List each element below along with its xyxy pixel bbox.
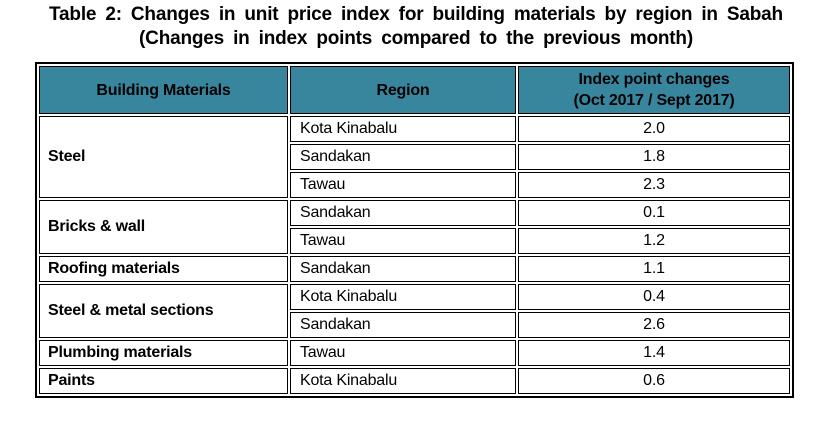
material-cell: Roofing materials [39, 256, 288, 282]
table-row: Plumbing materials Tawau 1.4 [39, 340, 790, 366]
region-cell: Sandakan [290, 144, 516, 170]
material-cell: Plumbing materials [39, 340, 288, 366]
table-title-line1: Table 2: Changes in unit price index for… [49, 4, 783, 25]
materials-price-index-table: Building Materials Region Index point ch… [35, 62, 794, 398]
table-row: Paints Kota Kinabalu 0.6 [39, 368, 790, 394]
table-title-line2: (Changes in index points compared to the… [139, 28, 693, 49]
table-row: Sandakan 2.6 [39, 312, 790, 338]
index-value-cell: 1.1 [518, 256, 790, 282]
table-row: Steel Kota Kinabalu 2.0 [39, 116, 790, 198]
index-value-cell: 2.6 [518, 312, 790, 338]
region-cell: Sandakan [290, 256, 516, 282]
region-cell: Sandakan [290, 200, 516, 226]
material-cell: Paints [39, 368, 288, 394]
index-value-cell: 0.4 [518, 284, 790, 310]
region-cell: Kota Kinabalu [290, 116, 516, 142]
table-row: Bricks & wall Sandakan 0.1 [39, 200, 790, 254]
index-value-cell: 0.6 [518, 368, 790, 394]
table-title: Table 2: Changes in unit price index for… [0, 0, 832, 51]
table-row: Roofing materials Sandakan 1.1 [39, 256, 790, 282]
index-value-cell: 2.0 [518, 116, 790, 142]
col-header-region: Region [290, 66, 516, 114]
region-cell: Tawau [290, 228, 516, 254]
table-row: Steel & metal sections Kota Kinabalu 0.4 [39, 284, 790, 338]
region-cell: Kota Kinabalu [290, 368, 516, 394]
region-cell: Tawau [290, 340, 516, 366]
index-value-cell: 1.8 [518, 144, 790, 170]
table-row: Tawau 2.3 [39, 172, 790, 198]
material-cell: Bricks & wall [39, 200, 288, 254]
table-row: Tawau 1.2 [39, 228, 790, 254]
material-cell: Steel & metal sections [39, 284, 288, 338]
header-row: Building Materials Region Index point ch… [39, 66, 790, 114]
col-header-index-line1: Index point changes [578, 71, 730, 88]
table-row: Sandakan 1.8 [39, 144, 790, 170]
index-value-cell: 0.1 [518, 200, 790, 226]
region-cell: Kota Kinabalu [290, 284, 516, 310]
region-cell: Sandakan [290, 312, 516, 338]
index-value-cell: 1.4 [518, 340, 790, 366]
col-header-building-materials: Building Materials [39, 66, 288, 114]
material-cell: Steel [39, 116, 288, 198]
index-value-cell: 1.2 [518, 228, 790, 254]
col-header-index-line2: (Oct 2017 / Sept 2017) [573, 92, 735, 109]
col-header-index-point-changes: Index point changes (Oct 2017 / Sept 201… [518, 66, 790, 114]
region-cell: Tawau [290, 172, 516, 198]
index-value-cell: 2.3 [518, 172, 790, 198]
